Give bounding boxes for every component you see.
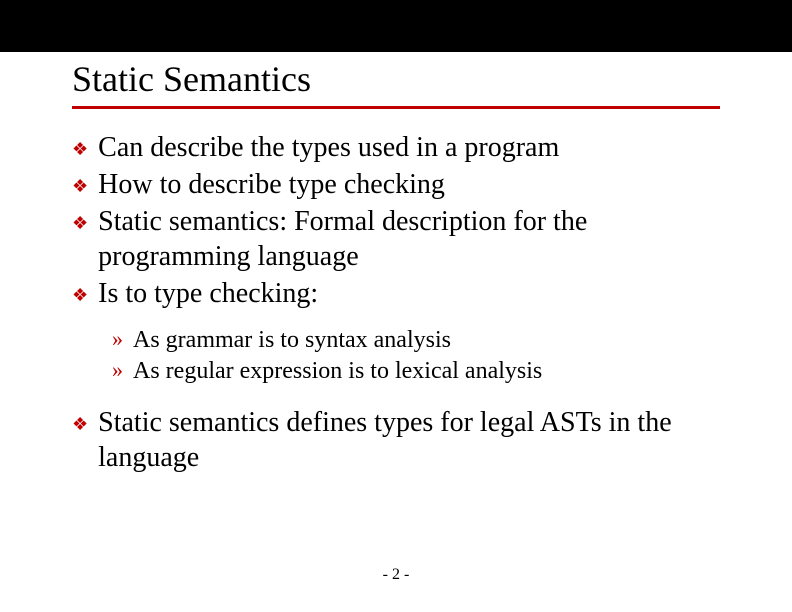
- bullet-item: ❖ Static semantics defines types for leg…: [72, 405, 720, 475]
- bullet-text: How to describe type checking: [98, 167, 445, 202]
- sub-bullet-text: As regular expression is to lexical anal…: [133, 356, 542, 387]
- bullet-text: Is to type checking:: [98, 276, 318, 311]
- top-black-bar: [0, 0, 792, 52]
- page-number: - 2 -: [0, 566, 792, 584]
- diamond-icon: ❖: [72, 175, 88, 198]
- bullet-item: ❖ Can describe the types used in a progr…: [72, 130, 720, 165]
- sub-bullet-item: » As grammar is to syntax analysis: [112, 325, 720, 356]
- bullet-text: Can describe the types used in a program: [98, 130, 559, 165]
- diamond-icon: ❖: [72, 413, 88, 436]
- sub-bullet-item: » As regular expression is to lexical an…: [112, 356, 720, 387]
- diamond-icon: ❖: [72, 138, 88, 161]
- diamond-icon: ❖: [72, 284, 88, 307]
- title-underline: [72, 106, 720, 109]
- slide-title: Static Semantics: [72, 58, 311, 100]
- sub-bullet-list: » As grammar is to syntax analysis » As …: [112, 325, 720, 387]
- sub-bullet-text: As grammar is to syntax analysis: [133, 325, 451, 356]
- bullet-text: Static semantics: Formal description for…: [98, 204, 720, 274]
- raquo-icon: »: [112, 356, 123, 385]
- diamond-icon: ❖: [72, 212, 88, 235]
- bullet-item: ❖ Is to type checking:: [72, 276, 720, 311]
- slide: Static Semantics ❖ Can describe the type…: [0, 0, 792, 612]
- content-area: ❖ Can describe the types used in a progr…: [72, 130, 720, 477]
- bullet-item: ❖ Static semantics: Formal description f…: [72, 204, 720, 274]
- raquo-icon: »: [112, 325, 123, 354]
- bullet-item: ❖ How to describe type checking: [72, 167, 720, 202]
- bullet-text: Static semantics defines types for legal…: [98, 405, 720, 475]
